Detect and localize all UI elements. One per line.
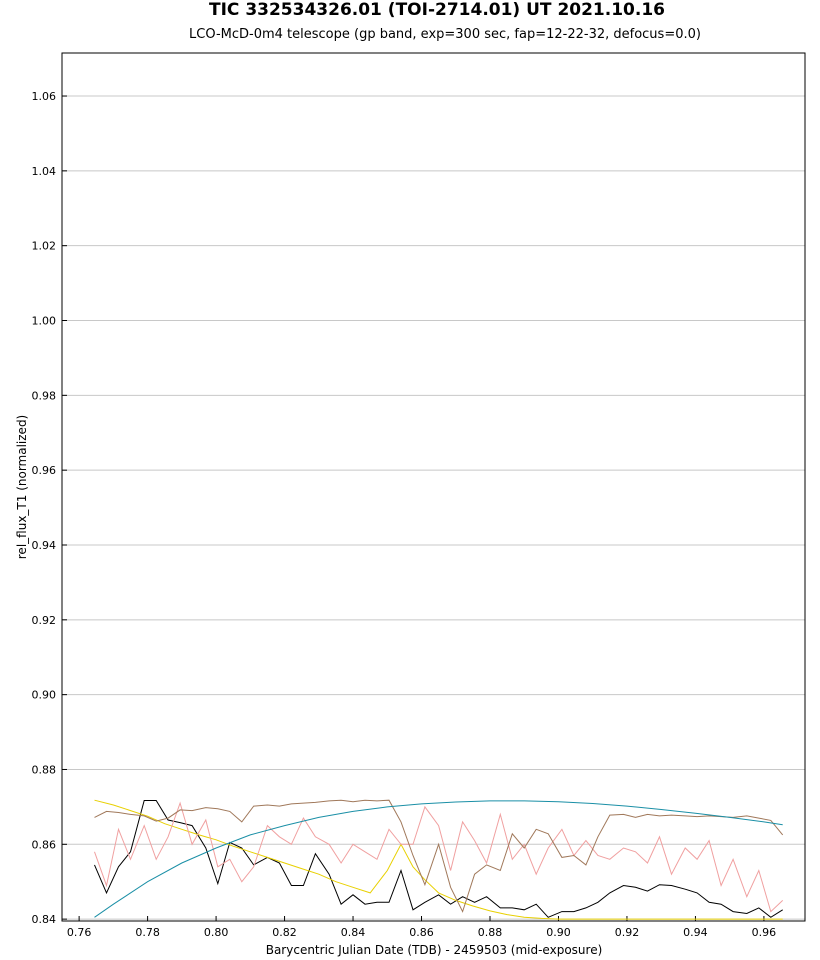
y-tick-label: 0.96 xyxy=(32,464,57,477)
tot-c-cnts-line xyxy=(94,800,783,918)
x-tick-label: 0.80 xyxy=(204,926,229,939)
x-tick-label: 0.92 xyxy=(615,926,640,939)
x-tick-label: 0.88 xyxy=(478,926,503,939)
x-axis-label: Barycentric Julian Date (TDB) - 2459503 … xyxy=(266,943,603,957)
width-line xyxy=(94,799,784,913)
series-lines xyxy=(94,799,784,920)
grid xyxy=(62,95,805,920)
y-tick-label: 1.04 xyxy=(32,165,57,178)
x-axis: 0.76 0.78 0.80 0.82 0.84 0.86 0.88 0.90 0.92 0.94… xyxy=(67,916,776,939)
x-tick-label: 0.82 xyxy=(272,926,297,939)
y-axis-label: rel_flux_T1 (normalized) xyxy=(15,415,29,559)
y-axis: 0.84 0.86 0.88 0.90 0.92 0.94 0.96 0.98 1.00 1.02… xyxy=(32,90,67,926)
x-fits-line xyxy=(94,799,783,920)
chart-subtitle: LCO-McD-0m4 telescope (gp band, exp=300 … xyxy=(189,27,701,42)
y-tick-label: 0.98 xyxy=(32,389,57,402)
sky-pixel-line xyxy=(94,800,783,918)
x-tick-label: 0.76 xyxy=(67,926,92,939)
y-tick-label: 0.92 xyxy=(32,614,57,627)
x-tick-label: 0.86 xyxy=(409,926,434,939)
y-tick-label: 0.90 xyxy=(32,689,57,702)
x-tick-label: 0.94 xyxy=(683,926,708,939)
x-tick-label: 0.96 xyxy=(752,926,777,939)
y-tick-label: 0.94 xyxy=(32,539,57,552)
y-tick-label: 1.02 xyxy=(32,240,57,253)
plot-frame xyxy=(61,52,806,922)
y-tick-label: 1.06 xyxy=(32,90,57,103)
y-tick-label: 1.00 xyxy=(32,315,57,328)
chart-title: TIC 332534326.01 (TOI-2714.01) UT 2021.1… xyxy=(209,0,665,20)
y-tick-label: 0.84 xyxy=(32,913,57,926)
y-fits-line xyxy=(94,801,784,913)
x-tick-label: 0.84 xyxy=(341,926,366,939)
x-tick-label: 0.78 xyxy=(135,926,160,939)
x-tick-label: 0.90 xyxy=(546,926,571,939)
y-tick-label: 0.88 xyxy=(32,763,57,776)
y-tick-label: 0.86 xyxy=(32,838,57,851)
